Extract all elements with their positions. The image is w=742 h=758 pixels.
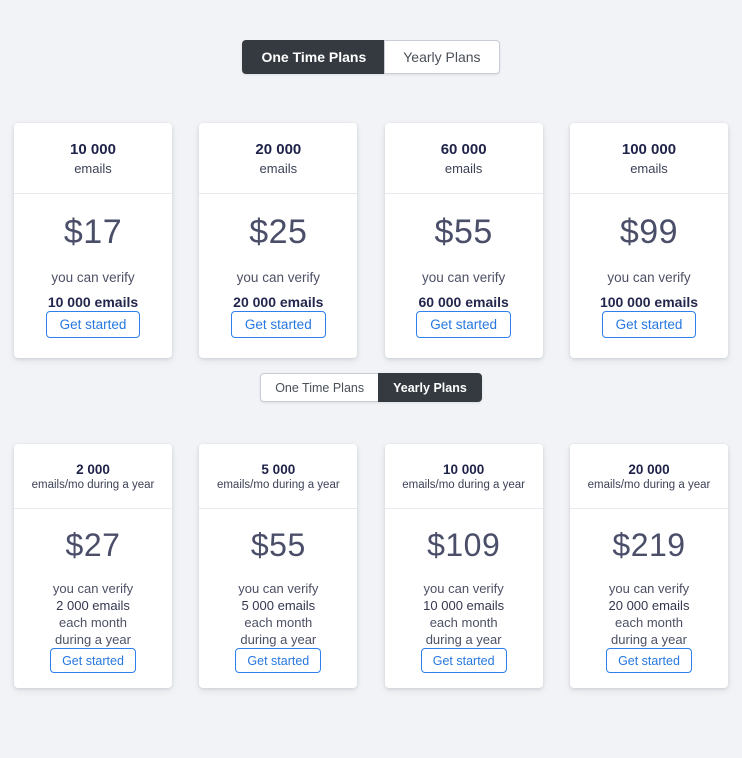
- get-started-button[interactable]: Get started: [235, 648, 322, 673]
- one-time-plans-section: 10 000 emails $17 you can verify 10 000 …: [0, 123, 742, 358]
- plan-card-header: 60 000 emails: [384, 123, 543, 194]
- plan-type-toggle-bottom-row: One Time Plans Yearly Plans: [0, 373, 742, 402]
- tab-yearly-plans[interactable]: Yearly Plans: [378, 373, 482, 402]
- plan-type-toggle-bottom: One Time Plans Yearly Plans: [260, 373, 482, 402]
- plan-card-body: $99 you can verify 100 000 emails Get st…: [570, 194, 728, 358]
- plan-card-header: 2 000 emails/mo during a year: [14, 444, 172, 509]
- plan-quantity: 20 000: [628, 461, 670, 477]
- plan-unit: emails: [259, 160, 298, 176]
- plan-price: $55: [250, 527, 306, 563]
- verify-duration: during a year: [240, 632, 317, 647]
- plan-card-body: $219 you can verify 20 000 emails each m…: [570, 509, 728, 688]
- verify-text: you can verify: [422, 270, 506, 285]
- plan-card-body: $27 you can verify 2 000 emails each mon…: [14, 509, 172, 688]
- plan-type-toggle-top-row: One Time Plans Yearly Plans: [0, 0, 742, 74]
- plan-unit: emails: [444, 160, 483, 176]
- plan-card-body: $55 you can verify 5 000 emails each mon…: [199, 509, 357, 688]
- plan-quantity: 20 000: [255, 140, 302, 158]
- plan-card-20000-emails: 20 000 emails $25 you can verify 20 000 …: [199, 123, 358, 358]
- verify-period: each month: [59, 615, 127, 630]
- plan-card-body: $25 you can verify 20 000 emails Get sta…: [199, 194, 357, 358]
- verify-text: you can verify: [52, 581, 134, 596]
- verify-period: each month: [615, 615, 683, 630]
- plan-card-10000-emails: 10 000 emails $17 you can verify 10 000 …: [14, 123, 172, 358]
- plan-quantity: 60 000: [440, 140, 487, 158]
- plan-quantity: 2 000: [76, 461, 110, 477]
- plan-type-toggle-top: One Time Plans Yearly Plans: [242, 40, 500, 74]
- get-started-button[interactable]: Get started: [420, 648, 507, 673]
- plan-price: $25: [249, 213, 308, 251]
- plan-card-60000-emails: 60 000 emails $55 you can verify 60 000 …: [384, 123, 543, 358]
- get-started-button[interactable]: Get started: [45, 311, 141, 338]
- verify-duration: during a year: [611, 632, 687, 647]
- get-started-button[interactable]: Get started: [416, 311, 512, 338]
- verify-duration: during a year: [425, 632, 502, 647]
- verify-text: you can verify: [423, 581, 504, 596]
- plan-card-5000-emails-mo: 5 000 emails/mo during a year $55 you ca…: [199, 444, 358, 688]
- yearly-plans-section: 2 000 emails/mo during a year $27 you ca…: [0, 444, 742, 688]
- plan-price: $27: [65, 527, 121, 563]
- plan-quantity: 10 000: [443, 461, 485, 477]
- plan-quantity: 5 000: [261, 461, 296, 477]
- verify-period: each month: [244, 615, 313, 630]
- plan-card-body: $17 you can verify 10 000 emails Get sta…: [14, 194, 172, 358]
- plan-card-header: 20 000 emails: [199, 123, 358, 194]
- plan-unit: emails/mo during a year: [402, 478, 526, 491]
- plan-card-2000-emails-mo: 2 000 emails/mo during a year $27 you ca…: [14, 444, 172, 688]
- verify-quantity: 60 000 emails: [418, 293, 509, 310]
- verify-text: you can verify: [238, 581, 319, 596]
- plan-unit: emails: [74, 160, 112, 176]
- verify-quantity: 20 000 emails: [233, 293, 324, 310]
- verify-quantity: 10 000 emails: [423, 598, 505, 613]
- get-started-button[interactable]: Get started: [230, 311, 326, 338]
- verify-quantity: 100 000 emails: [599, 293, 699, 310]
- get-started-button[interactable]: Get started: [606, 648, 692, 673]
- verify-quantity: 2 000 emails: [56, 598, 130, 613]
- plan-unit: emails/mo during a year: [587, 478, 711, 491]
- plan-unit: emails: [630, 160, 668, 176]
- plan-price: $109: [427, 527, 501, 563]
- verify-text: you can verify: [608, 581, 690, 596]
- plan-quantity: 10 000: [70, 140, 116, 158]
- plan-unit: emails/mo during a year: [216, 478, 340, 491]
- plan-card-10000-emails-mo: 10 000 emails/mo during a year $109 you …: [384, 444, 543, 688]
- plan-card-100000-emails: 100 000 emails $99 you can verify 100 00…: [569, 123, 728, 358]
- plan-unit: emails/mo during a year: [31, 478, 155, 491]
- verify-period: each month: [429, 615, 498, 630]
- plan-card-body: $109 you can verify 10 000 emails each m…: [385, 509, 543, 688]
- plan-price: $17: [63, 213, 123, 251]
- verify-quantity: 10 000 emails: [47, 293, 139, 310]
- tab-one-time-plans[interactable]: One Time Plans: [260, 373, 379, 402]
- plan-card-body: $55 you can verify 60 000 emails Get sta…: [385, 194, 543, 358]
- tab-yearly-plans[interactable]: Yearly Plans: [384, 40, 500, 74]
- verify-quantity: 20 000 emails: [608, 598, 690, 613]
- verify-text: you can verify: [236, 270, 320, 285]
- plan-price: $99: [619, 213, 679, 251]
- verify-text: you can verify: [51, 270, 135, 285]
- plan-price: $219: [612, 527, 686, 563]
- get-started-button[interactable]: Get started: [601, 311, 697, 338]
- verify-quantity: 5 000 emails: [241, 598, 316, 613]
- get-started-button[interactable]: Get started: [50, 648, 136, 673]
- plan-card-20000-emails-mo: 20 000 emails/mo during a year $219 you …: [569, 444, 728, 688]
- plan-quantity: 100 000: [621, 140, 677, 158]
- plan-card-header: 100 000 emails: [569, 123, 728, 194]
- plan-price: $55: [434, 213, 493, 251]
- plan-card-header: 10 000 emails/mo during a year: [384, 444, 543, 509]
- plan-card-header: 5 000 emails/mo during a year: [199, 444, 358, 509]
- verify-duration: during a year: [55, 632, 131, 647]
- tab-one-time-plans[interactable]: One Time Plans: [242, 40, 385, 74]
- verify-text: you can verify: [607, 270, 691, 285]
- plan-card-header: 20 000 emails/mo during a year: [569, 444, 728, 509]
- plan-card-header: 10 000 emails: [14, 123, 172, 194]
